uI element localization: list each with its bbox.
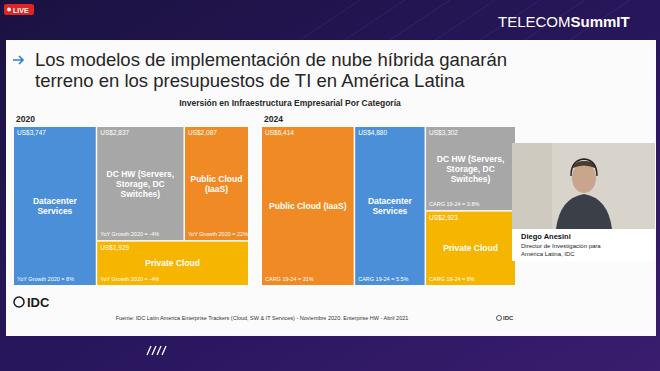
video-frame — [512, 143, 655, 229]
slide-title: Los modelos de implementación de nube hí… — [35, 49, 507, 70]
label-line: Private Cloud — [443, 243, 498, 253]
label-line: Public Cloud — [191, 174, 243, 184]
label-line: Services — [37, 206, 72, 216]
deco-line — [570, 0, 630, 40]
value-label: US$3,302 — [429, 129, 458, 136]
live-badge — [4, 4, 34, 15]
treemap-cell — [426, 127, 515, 210]
slide — [6, 40, 656, 336]
treemap-labels: US$6,414 Public Cloud (IaaS) CARG 19-24 = … — [265, 129, 504, 282]
growth-label: YoY Growth 2020 = 8% — [17, 276, 74, 282]
logo: IDC — [27, 295, 50, 310]
slash — [147, 346, 151, 355]
label-line: Datacenter — [33, 196, 78, 206]
value-label: US$6,414 — [265, 129, 294, 136]
brand: TELECOMSummIT — [498, 13, 630, 30]
value-label: US$2,087 — [188, 129, 217, 136]
name-card — [512, 229, 655, 261]
treemap-labels: US$3,747 DatacenterServices YoY Growth 202… — [17, 129, 248, 282]
category-label: Private Cloud — [443, 243, 498, 253]
slash — [162, 346, 166, 355]
label-line: DC HW (Servers, — [107, 169, 175, 179]
brand-part: SummIT — [571, 13, 630, 30]
treemap-cells — [14, 127, 248, 285]
slash — [157, 346, 161, 355]
category-label: DatacenterServices — [368, 196, 413, 216]
person-head — [572, 163, 596, 193]
category-label: Public Cloud(IaaS) — [191, 174, 243, 194]
treemap-cells — [262, 127, 515, 285]
logo-small: IDC — [503, 315, 514, 321]
category-label: DC HW (Servers,Storage, DCSwitches) — [437, 154, 505, 184]
treemap-cell — [355, 127, 424, 285]
growth-label: YoY Growth 2020 = 22% — [188, 231, 248, 237]
treemap-title: 2024 — [264, 114, 283, 124]
video-wall — [512, 143, 552, 229]
label-line: Storage, DC — [116, 179, 165, 189]
title-icon — [13, 56, 23, 64]
slide-title: terreno en los presupuestos de TI en Amé… — [35, 70, 465, 91]
page-root: LIVE TELECOMSummIT Los modelos de implemen… — [0, 0, 660, 371]
live-dot — [7, 8, 11, 12]
label-line: Switches) — [121, 189, 161, 199]
label-line: Public Cloud (IaaS) — [269, 201, 347, 211]
slash — [152, 346, 156, 355]
headset — [571, 159, 597, 176]
source-note: Fuente: IDC Latin America Enterprise Tra… — [116, 315, 409, 321]
category-label: Private Cloud — [145, 258, 200, 268]
person-body — [556, 194, 612, 229]
deco-line — [300, 0, 360, 40]
category-label: DatacenterServices — [33, 196, 78, 216]
growth-label: CARG 19-24 = 5.5% — [358, 276, 408, 282]
label-line: DC HW (Servers, — [437, 154, 505, 164]
growth-label: CARG 19-24 = 3.8% — [429, 201, 479, 207]
background-lines — [300, 0, 630, 40]
treemap-cell — [97, 242, 248, 285]
treemap-cell — [14, 127, 96, 285]
value-label: US$3,747 — [17, 129, 46, 136]
treemap-cell — [185, 127, 248, 240]
screen: LIVE TELECOMSummIT Los modelos de implemen… — [0, 0, 660, 371]
treemap-cell — [262, 127, 354, 285]
value-label: US$4,880 — [358, 129, 387, 136]
brand-part: TELECOM — [498, 13, 571, 30]
value-label: US$2,923 — [429, 214, 458, 221]
chart-subtitle: Inversión en Infraestructura Empresarial… — [179, 98, 401, 108]
label-line: (IaaS) — [205, 184, 228, 194]
deco-line — [435, 0, 495, 40]
growth-label: YoY Growth 2020 = -4% — [100, 276, 159, 282]
logo-mark-small — [497, 316, 502, 321]
treemap-cell — [97, 127, 183, 240]
logo-mark — [14, 297, 24, 307]
label-line: Services — [372, 206, 407, 216]
presenter-role: Director de Investigación para — [521, 243, 601, 249]
value-label: US$2,837 — [100, 129, 129, 136]
deco-line — [390, 0, 450, 40]
category-label: Public Cloud (IaaS) — [269, 201, 347, 211]
presenter-role: América Latina, IDC — [521, 251, 575, 257]
deco-line — [345, 0, 405, 40]
growth-label: CARG 19-24 = 8% — [429, 276, 475, 282]
label-line: Switches) — [451, 174, 491, 184]
growth-label: YoY Growth 2020 = -4% — [100, 231, 159, 237]
value-label: US$1,929 — [100, 244, 129, 251]
presenter-name: Diego Anesini — [521, 232, 571, 241]
bottom-slashes — [147, 346, 166, 355]
label-line: Private Cloud — [145, 258, 200, 268]
live-label: LIVE — [13, 7, 29, 14]
treemap-title: 2020 — [16, 114, 35, 124]
label-line: Storage, DC — [446, 164, 495, 174]
category-label: DC HW (Servers,Storage, DCSwitches) — [107, 169, 175, 199]
growth-label: CARG 19-24 = 31% — [265, 276, 314, 282]
label-line: Datacenter — [368, 196, 413, 206]
background — [0, 0, 660, 371]
treemap-cell — [426, 212, 515, 285]
